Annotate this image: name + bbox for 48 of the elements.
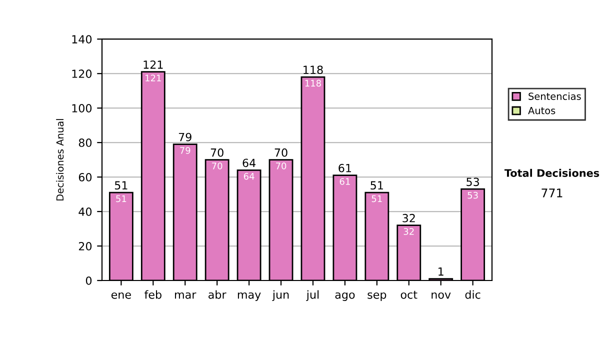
y-axis-title: Decisiones Anual [56, 119, 64, 200]
text: Total Decisiones [504, 168, 600, 177]
total-label: 1 [438, 268, 444, 276]
data-label: 70 [276, 162, 286, 170]
data-label: 61 [340, 178, 350, 185]
total-label: 64 [242, 158, 256, 168]
y-tick-label: 20 [78, 242, 92, 250]
total-label: 70 [274, 148, 288, 157]
x-tick-label: jul [306, 290, 319, 301]
total-label: 53 [466, 178, 479, 186]
x-tick-label: mar [175, 292, 196, 299]
y-tick-label: 120 [72, 70, 92, 78]
legend-label: Autos [528, 107, 556, 114]
data-label: 51 [372, 195, 382, 202]
x-tick-label: ene [111, 292, 131, 299]
x-tick-label: dic [465, 290, 480, 299]
x-tick-label: nov [432, 292, 451, 299]
y-tick-label: 60 [78, 173, 92, 182]
x-tick-label: oct [400, 290, 418, 299]
x-tick-label: jun [272, 290, 289, 301]
data-label: 32 [404, 228, 414, 235]
x-tick-label: abr [208, 290, 226, 299]
total-label: 70 [210, 148, 224, 157]
y-tick-label: 0 [86, 276, 92, 285]
legend-label: Sentencias [528, 92, 581, 100]
y-tick-label: 100 [72, 104, 92, 112]
x-tick-label: feb [144, 290, 162, 299]
y-tick-label: 40 [78, 208, 92, 216]
y-tick-label: 140 [72, 35, 92, 44]
total-label: 121 [144, 60, 163, 69]
total-label: 79 [178, 132, 192, 142]
data-label: 64 [244, 172, 254, 180]
data-label: 70 [212, 162, 222, 170]
data-label: 53 [468, 192, 478, 199]
y-tick-label: 80 [78, 138, 92, 147]
data-label: 121 [146, 74, 161, 82]
x-tick-label: sep [368, 292, 386, 301]
total-label: 51 [370, 181, 383, 190]
data-label: 79 [180, 147, 190, 154]
text: 771 [542, 188, 562, 198]
x-tick-label: ago [335, 292, 355, 301]
total-label: 32 [402, 214, 415, 222]
x-tick-label: may [238, 292, 261, 301]
total-label: 61 [338, 164, 351, 172]
data-label: 51 [116, 195, 126, 202]
data-label: 118 [305, 80, 321, 87]
total-label: 118 [304, 66, 323, 74]
total-label: 51 [114, 181, 128, 190]
